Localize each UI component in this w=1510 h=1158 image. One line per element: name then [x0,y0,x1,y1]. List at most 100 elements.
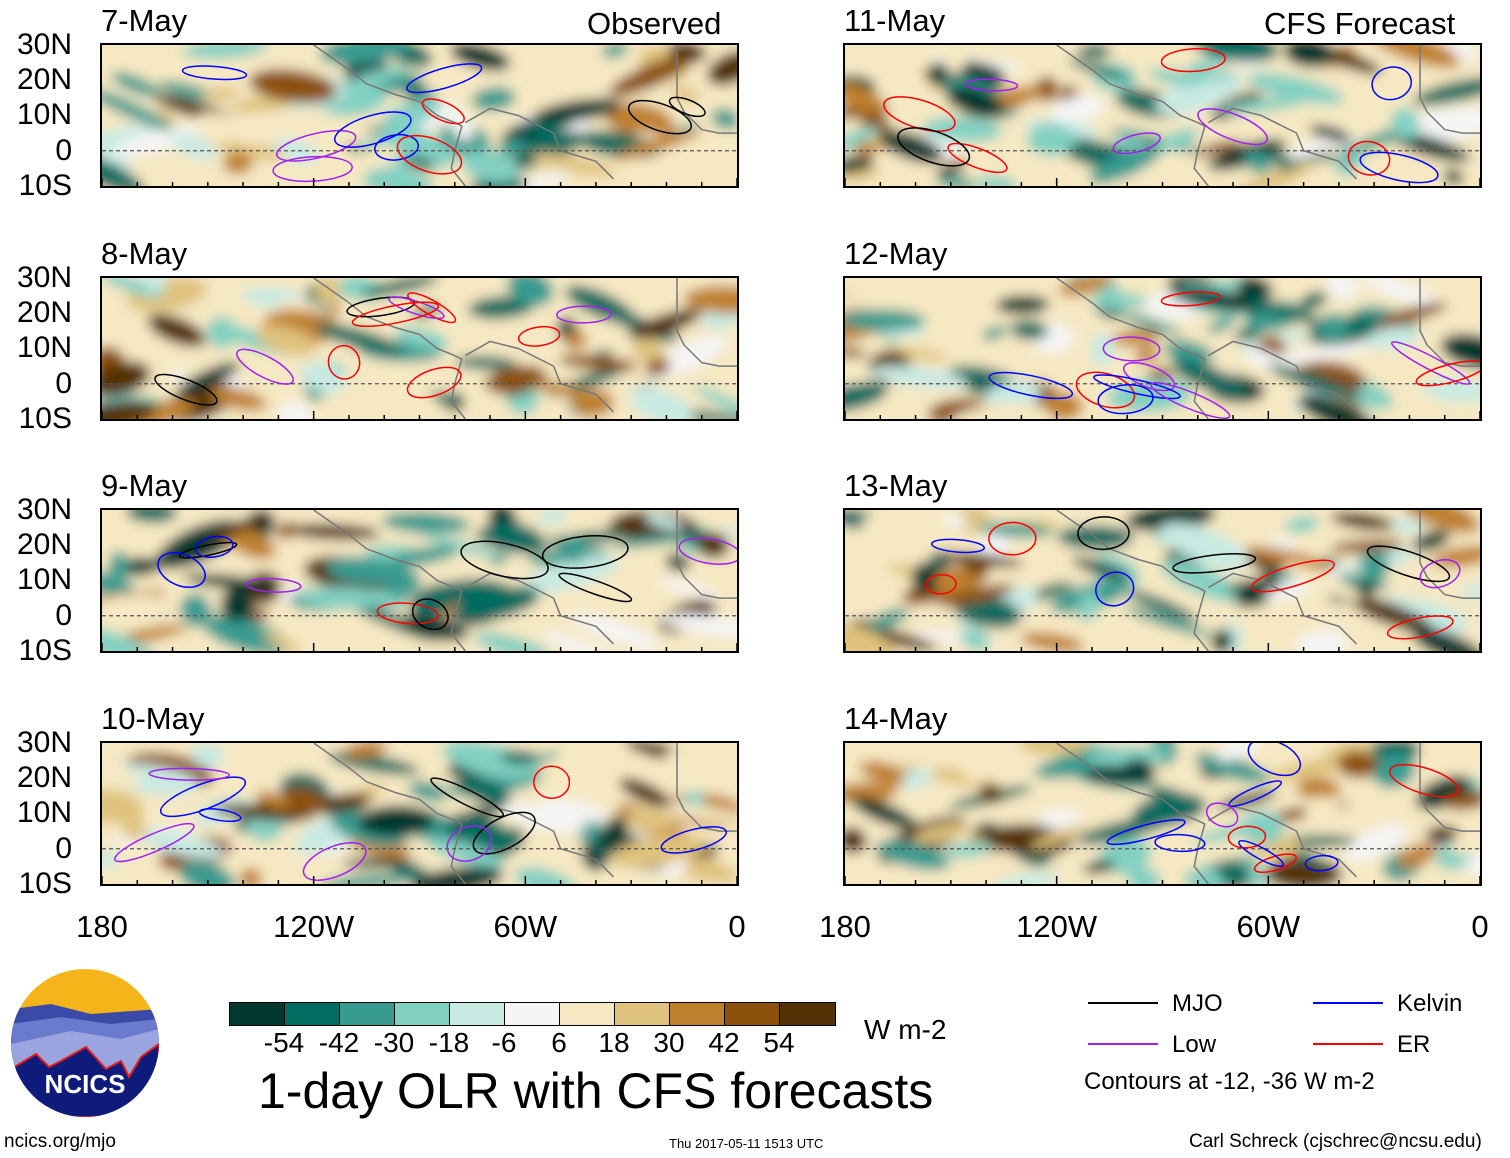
olr-anomaly-patch [1318,313,1349,341]
olr-anomaly-patch [331,65,407,95]
olr-anomaly-patch [1077,591,1101,621]
colorbar-swatch [505,1003,560,1025]
longitude-label: 60W [493,909,558,944]
olr-anomaly-patch [541,631,630,651]
olr-anomaly-patch [1071,557,1132,581]
olr-anomaly-patch [1215,859,1251,884]
latitude-label: 10N [16,796,72,830]
olr-anomaly-patch [963,759,1004,783]
observed-header: Observed [587,6,722,41]
olr-anomaly-patch [668,45,707,63]
olr-anomaly-patch [947,401,1031,419]
olr-anomaly-patch [1369,302,1448,330]
olr-anomaly-patch [558,534,588,564]
coastline [676,743,737,832]
colorbar-label: 6 [551,1027,567,1058]
er-contour [396,134,463,175]
colorbar-label: 42 [708,1027,740,1058]
olr-anomaly-patch [611,533,693,548]
olr-anomaly-patch [278,400,312,419]
coastline [1207,572,1358,645]
olr-anomaly-patch [1083,860,1116,874]
mjo-contour [627,99,692,135]
longitude-label: 180 [76,909,128,944]
colorbar-label: -18 [428,1027,470,1058]
olr-anomaly-patch [403,128,427,152]
er-contour [1415,360,1480,387]
olr-anomaly-patch [845,346,868,359]
olr-map-panel [100,276,739,421]
olr-anomaly-patch [255,324,318,356]
longitude-label: 180 [819,909,871,944]
low-contour [964,78,1019,92]
olr-anomaly-patch [533,98,622,123]
olr-anomaly-patch [121,811,146,842]
olr-anomaly-patch [1425,825,1461,845]
er-contour [1386,615,1454,640]
olr-anomaly-patch [845,782,897,804]
olr-anomaly-patch [845,622,898,651]
olr-anomaly-patch [923,278,988,299]
coastline [313,278,466,419]
olr-anomaly-patch [1413,76,1480,106]
olr-anomaly-patch [325,556,407,585]
legend-line [1088,1043,1158,1045]
colorbar-swatch [340,1003,395,1025]
legend-line [1313,1002,1383,1004]
olr-anomaly-patch [1325,278,1359,300]
olr-map-panel [843,276,1482,421]
kelvin-contour [1106,819,1186,846]
panel-date: 8-May [101,236,188,271]
olr-anomaly-patch [1287,138,1333,160]
olr-anomaly-patch [239,867,263,884]
er-contour [376,602,439,625]
er-contour [1160,47,1226,73]
olr-anomaly-patch [1337,750,1378,779]
olr-anomaly-patch [1089,144,1162,184]
olr-anomaly-patch [1058,278,1113,297]
olr-anomaly-patch [341,857,415,869]
low-contour [1390,341,1471,385]
er-contour [1347,140,1391,176]
panel-date: 9-May [101,468,188,503]
olr-anomaly-patch [1125,589,1197,621]
olr-anomaly-patch [315,323,406,356]
coastline [313,743,466,884]
er-contour [421,98,465,125]
olr-anomaly-patch [922,116,1003,142]
colorbar-swatch [395,1003,450,1025]
olr-anomaly-patch [845,382,889,413]
olr-anomaly-patch [1443,169,1464,185]
olr-anomaly-patch [869,608,908,630]
olr-anomaly-patch [195,112,279,146]
olr-anomaly-patch [310,793,372,815]
er-contour [1160,291,1221,307]
ncics-logo: NCICS [11,969,159,1117]
olr-anomaly-patch [1344,824,1408,862]
olr-anomaly-patch [944,45,967,75]
olr-anomaly-patch [1391,107,1420,141]
olr-anomaly-patch [410,866,504,884]
forecast-header: CFS Forecast [1264,6,1456,41]
olr-anomaly-patch [176,362,240,396]
colorbar-label: -54 [263,1027,305,1058]
colorbar-swatch [450,1003,505,1025]
olr-anomaly-patch [1440,333,1480,370]
er-contour [1227,825,1267,849]
colorbar-swatch [780,1003,835,1025]
coastline [1419,743,1480,832]
olr-anomaly-patch [506,278,554,306]
olr-anomaly-patch [1359,278,1445,310]
olr-anomaly-patch [540,798,607,822]
coastline [1056,510,1209,651]
olr-anomaly-patch [287,523,381,540]
olr-anomaly-patch [222,151,253,175]
colorbar [229,1002,836,1026]
site-link[interactable]: ncics.org/mjo [4,1131,116,1152]
olr-anomaly-patch [629,386,694,419]
olr-anomaly-patch [484,365,547,395]
olr-anomaly-patch [711,108,737,130]
olr-anomaly-patch [530,152,616,177]
coastline [1207,340,1358,413]
olr-anomaly-patch [879,130,944,164]
